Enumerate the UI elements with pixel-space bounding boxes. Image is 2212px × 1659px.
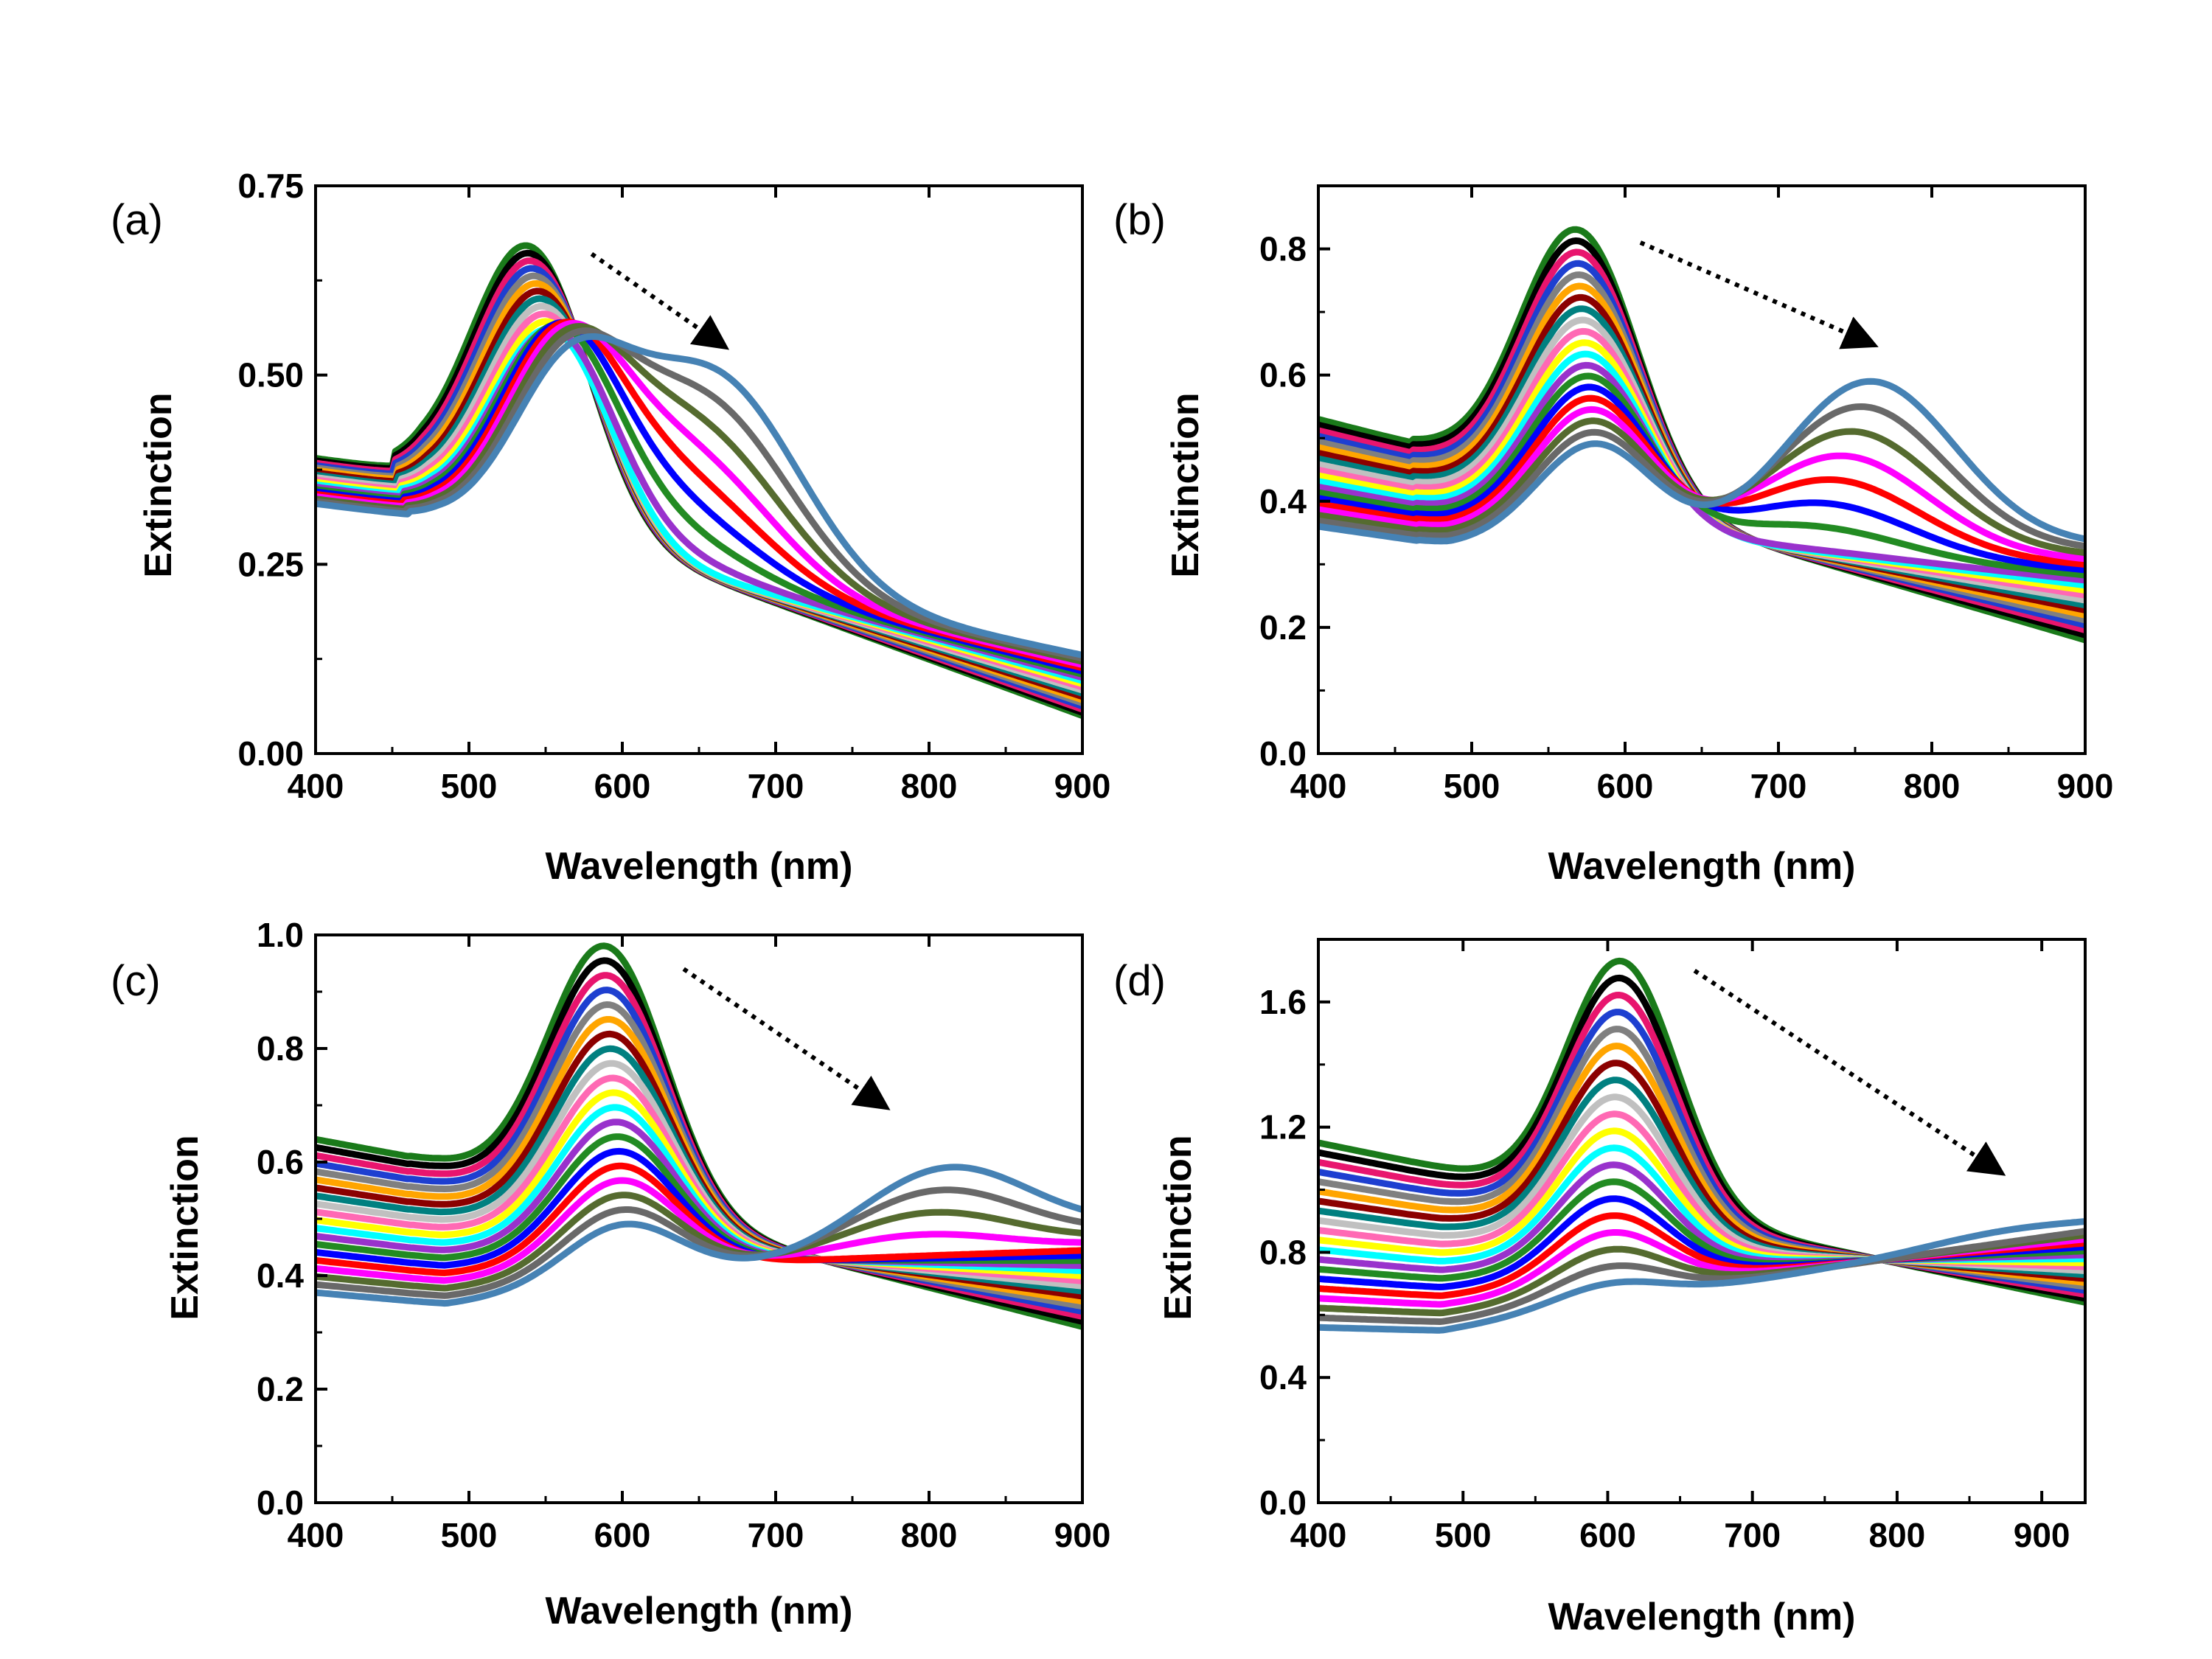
y-tick-label: 1.2 bbox=[1259, 1108, 1307, 1147]
plot-area-b: 400 500 600 700 800 900 0.0 0.2 0.4 0.6 0.8 bbox=[1259, 184, 2114, 805]
x-tick-label: 400 bbox=[1290, 767, 1347, 805]
spectrum-curve bbox=[1318, 378, 2085, 545]
x-tick-label: 700 bbox=[1724, 1516, 1781, 1554]
curves bbox=[316, 242, 1082, 720]
x-tick-label: 900 bbox=[2057, 767, 2114, 805]
shift-arrow bbox=[682, 967, 891, 1110]
y-tick-label: 0.0 bbox=[257, 1484, 304, 1522]
x-tick-label: 400 bbox=[288, 767, 344, 805]
y-tick-label: 0.25 bbox=[237, 545, 304, 583]
x-tick-label: 800 bbox=[1869, 1516, 1926, 1554]
x-tick-label: 600 bbox=[594, 767, 651, 805]
curves bbox=[1318, 957, 2085, 1334]
x-axis-title-d: Wavelength (nm) bbox=[1548, 1596, 1856, 1638]
y-tick-label: 1.6 bbox=[1259, 983, 1307, 1021]
y-tick-label: 0.0 bbox=[1259, 1484, 1307, 1522]
y-axis-title-c: Extinction bbox=[164, 1135, 206, 1320]
plot-area-a: 400 500 600 700 800 900 0.00 0.25 0.50 0.75 bbox=[237, 167, 1110, 805]
x-tick-label: 800 bbox=[901, 1516, 958, 1554]
spectrum-curve bbox=[1318, 1218, 2085, 1334]
shift-arrow bbox=[1693, 968, 2006, 1176]
spectrum-curve bbox=[316, 1164, 1082, 1307]
spectrum-curve bbox=[316, 1186, 1082, 1299]
curves bbox=[1318, 226, 2085, 644]
panel-label-d: (d) bbox=[1113, 957, 1166, 1005]
x-tick-label: 600 bbox=[1579, 1516, 1636, 1554]
y-axis-title-a: Extinction bbox=[137, 392, 180, 577]
y-tick-label: 0.0 bbox=[1259, 734, 1307, 773]
y-axis-title-d: Extinction bbox=[1157, 1135, 1200, 1320]
x-tick-label: 400 bbox=[1290, 1516, 1347, 1554]
x-tick-label: 900 bbox=[1054, 1516, 1111, 1554]
x-axis-title-a: Wavelength (nm) bbox=[546, 845, 853, 888]
y-tick-label: 0.8 bbox=[1259, 1233, 1307, 1271]
y-tick-label: 0.2 bbox=[1259, 608, 1307, 647]
y-tick-label: 0.4 bbox=[1259, 1358, 1307, 1397]
x-tick-label: 700 bbox=[748, 767, 804, 805]
spectrum-curve bbox=[316, 1162, 1082, 1276]
x-tick-label: 500 bbox=[441, 767, 498, 805]
spectrum-curve bbox=[316, 1192, 1082, 1292]
x-tick-label: 400 bbox=[288, 1516, 344, 1554]
y-tick-label: 0.6 bbox=[257, 1143, 304, 1181]
y-axis-title-b: Extinction bbox=[1164, 392, 1207, 577]
spectrum-curve bbox=[1318, 1228, 2085, 1325]
x-axis-title-b: Wavelength (nm) bbox=[1548, 845, 1856, 888]
panel-c: (c) 400 500 600 700 800 900 0.0 0.2 0.4 0.6 0.8 1.0… bbox=[111, 916, 1110, 1632]
y-tick-label: 0.2 bbox=[257, 1370, 304, 1408]
x-tick-label: 900 bbox=[1054, 767, 1111, 805]
x-tick-label: 800 bbox=[1904, 767, 1961, 805]
curves bbox=[316, 942, 1082, 1330]
x-axis-title-c: Wavelength (nm) bbox=[546, 1590, 853, 1632]
y-tick-label: 0.75 bbox=[237, 167, 304, 205]
panel-a: (a) 400 500 600 700 800 900 0.00 0.25 0.50 0.75 W… bbox=[111, 167, 1110, 888]
panel-label-c: (c) bbox=[111, 957, 161, 1005]
spectrum-curve bbox=[316, 319, 1082, 668]
spectrum-curve bbox=[316, 333, 1082, 658]
shift-arrow bbox=[1639, 240, 1879, 349]
plot-frame bbox=[1317, 938, 2087, 1504]
x-tick-label: 500 bbox=[1435, 1516, 1492, 1554]
shift-arrow bbox=[590, 251, 730, 350]
x-tick-label: 700 bbox=[1750, 767, 1807, 805]
x-tick-label: 500 bbox=[441, 1516, 498, 1554]
panel-d: (d) 400 500 600 700 800 900 0.0 0.4 0.8 1.2 1.6 Wa… bbox=[1113, 938, 2087, 1638]
x-tick-label: 700 bbox=[748, 1516, 804, 1554]
y-tick-label: 0.6 bbox=[1259, 356, 1307, 394]
x-tick-label: 600 bbox=[1597, 767, 1654, 805]
y-tick-label: 1.0 bbox=[257, 916, 304, 954]
plot-area-c: 400 500 600 700 800 900 0.0 0.2 0.4 0.6 0.8 1.0 bbox=[257, 916, 1110, 1554]
y-tick-label: 0.50 bbox=[237, 356, 304, 394]
y-tick-label: 0.8 bbox=[257, 1029, 304, 1068]
y-tick-label: 0.4 bbox=[1259, 482, 1307, 521]
spectrum-curve bbox=[316, 1177, 1082, 1284]
spectrum-curve bbox=[1318, 361, 2085, 584]
y-tick-label: 0.00 bbox=[237, 734, 304, 773]
x-tick-label: 600 bbox=[594, 1516, 651, 1554]
x-tick-label: 900 bbox=[2014, 1516, 2070, 1554]
y-tick-label: 0.8 bbox=[1259, 230, 1307, 268]
x-tick-label: 500 bbox=[1444, 767, 1500, 805]
y-tick-label: 0.4 bbox=[257, 1256, 304, 1295]
panel-label-b: (b) bbox=[1113, 196, 1166, 244]
x-tick-label: 800 bbox=[901, 767, 958, 805]
panel-label-a: (a) bbox=[111, 196, 163, 244]
plot-area-d: 400 500 600 700 800 900 0.0 0.4 0.8 1.2 1.6 bbox=[1259, 938, 2087, 1554]
panel-b: (b) 400 500 600 700 800 900 0.0 0.2 0.4 0.6 0.8 Wa… bbox=[1113, 184, 2114, 888]
